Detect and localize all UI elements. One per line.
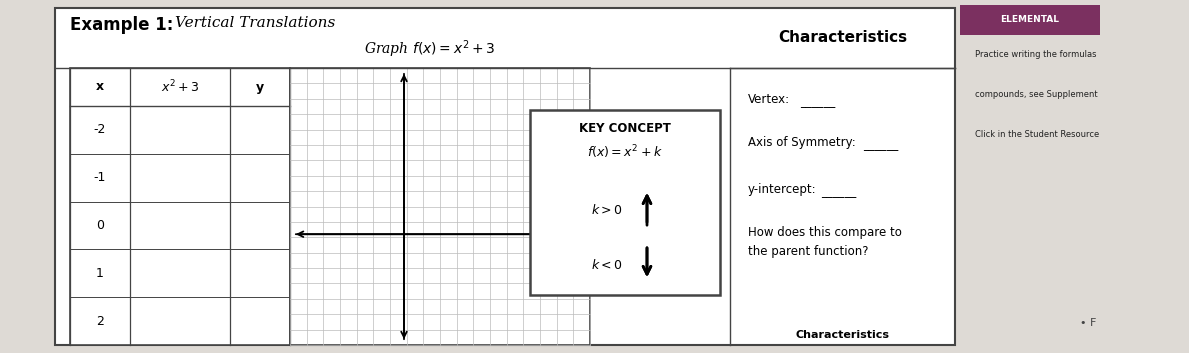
Text: How does this compare to
the parent function?: How does this compare to the parent func… bbox=[748, 226, 902, 258]
Text: 0: 0 bbox=[96, 219, 103, 232]
Bar bbox=[55, 8, 955, 345]
Text: Practice writing the formulas: Practice writing the formulas bbox=[975, 50, 1096, 59]
Text: ELEMENTAL: ELEMENTAL bbox=[1000, 16, 1059, 24]
Text: $k < 0$: $k < 0$ bbox=[591, 258, 623, 272]
Text: Vertical Translations: Vertical Translations bbox=[175, 16, 335, 30]
Bar bbox=[290, 68, 590, 345]
Text: Graph $f(x) = x^2 + 3$: Graph $f(x) = x^2 + 3$ bbox=[364, 38, 496, 60]
Bar bbox=[70, 68, 290, 345]
Text: Example 1:: Example 1: bbox=[70, 16, 174, 34]
Text: Axis of Symmetry:: Axis of Symmetry: bbox=[748, 136, 856, 149]
Text: compounds, see Supplement: compounds, see Supplement bbox=[975, 90, 1097, 99]
Text: Characteristics: Characteristics bbox=[778, 30, 907, 46]
Text: -1: -1 bbox=[94, 171, 106, 184]
Text: • F: • F bbox=[1080, 318, 1096, 328]
Text: ______: ______ bbox=[800, 95, 835, 108]
Text: Vertex:: Vertex: bbox=[748, 93, 791, 106]
Text: 2: 2 bbox=[96, 315, 103, 328]
Text: ______: ______ bbox=[820, 185, 856, 198]
Text: -2: -2 bbox=[94, 124, 106, 136]
Text: y-intercept:: y-intercept: bbox=[748, 183, 817, 196]
Text: Characteristics: Characteristics bbox=[795, 330, 889, 340]
Text: $x^2 + 3$: $x^2 + 3$ bbox=[161, 79, 200, 95]
Text: x: x bbox=[96, 80, 105, 94]
Bar bbox=[530, 110, 721, 295]
Text: $f(x) = x^2 + k$: $f(x) = x^2 + k$ bbox=[587, 143, 663, 161]
Bar bbox=[960, 5, 1100, 35]
Text: $k > 0$: $k > 0$ bbox=[591, 203, 623, 217]
Text: KEY CONCEPT: KEY CONCEPT bbox=[579, 121, 671, 134]
Text: 1: 1 bbox=[96, 267, 103, 280]
Text: ______: ______ bbox=[863, 138, 898, 151]
Text: y: y bbox=[256, 80, 264, 94]
Text: Click in the Student Resource: Click in the Student Resource bbox=[975, 130, 1100, 139]
